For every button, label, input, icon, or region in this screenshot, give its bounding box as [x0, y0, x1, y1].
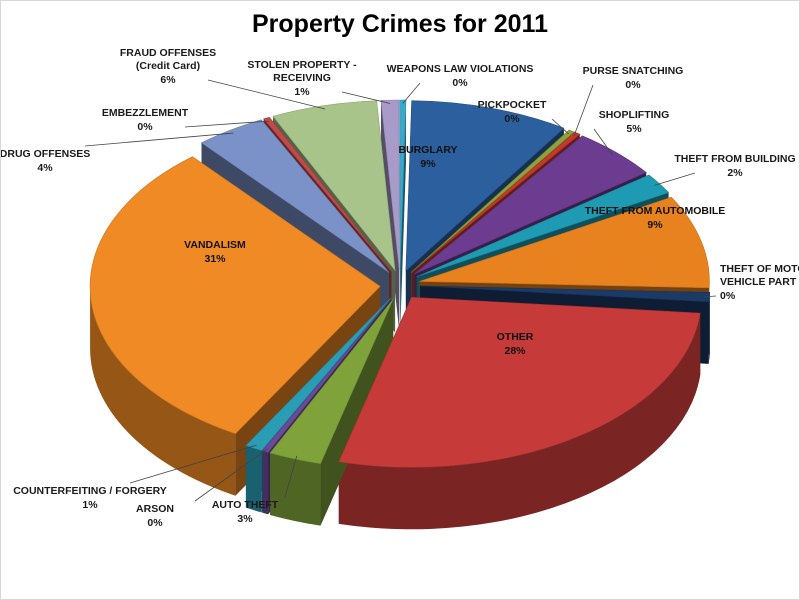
slice-top-drug-offenses: [200, 119, 390, 273]
leader-line-fraud-offenses-credit-card: [207, 79, 326, 110]
slice-percent-theft-from-automobile: 9%: [647, 219, 663, 231]
slice-percent-burglary: 9%: [420, 158, 436, 170]
slice-side-theft-of-motor-vehicle-parts-0: [708, 292, 710, 364]
slice-label-line: OTHER: [497, 331, 534, 343]
slice-percent-arson: 0%: [147, 517, 163, 529]
slice-side-other-0: [338, 313, 701, 530]
slice-top-fraud-offenses-credit-card: [272, 100, 396, 272]
leader-line-auto-theft: [284, 455, 298, 498]
slice-label-line: BURGLARY: [398, 144, 457, 156]
slice-label-theft-of-motor-vehicle-parts: THEFT OF MOTO VEHICLE PART 0%: [720, 263, 800, 302]
slice-side-counterfeiting-forgery-0: [245, 445, 262, 513]
slice-label-line: PICKPOCKET: [478, 99, 547, 111]
slice-top-theft-from-automobile: [419, 196, 710, 289]
leader-line-weapons-law-violations: [402, 82, 421, 104]
slice-label-line: RECEIVING: [273, 72, 331, 84]
slice-top-pickpocket: [410, 129, 575, 273]
slice-label-line: SHOPLIFTING: [599, 109, 670, 121]
slice-top-vandalism: [89, 156, 381, 435]
slice-side-vandalism-0: [90, 286, 236, 496]
slice-label-counterfeiting-forgery: COUNTERFEITING / FORGERY 1%: [13, 485, 167, 511]
slice-top-other: [338, 296, 701, 468]
slice-label-line: VANDALISM: [184, 239, 246, 251]
slice-label-line: THEFT FROM BUILDING: [674, 153, 795, 165]
slice-top-arson: [261, 298, 392, 453]
slice-percent-embezzlement: 0%: [137, 121, 153, 133]
slice-top-counterfeiting-forgery: [245, 298, 391, 451]
pie-labels: BURGLARY 9% PICKPOCKET 0% PURSE SNATCHING 0% S…: [0, 47, 800, 529]
slice-percent-auto-theft: 3%: [237, 513, 253, 525]
leader-line-theft-from-building: [654, 172, 696, 186]
slice-label-line: STOLEN PROPERTY -: [247, 59, 357, 71]
slice-label-shoplifting: SHOPLIFTING 5%: [599, 109, 670, 135]
slice-percent-weapons-law-violations: 0%: [452, 77, 468, 89]
leader-line-embezzlement: [184, 120, 270, 128]
slice-percent-fraud-offenses-credit-card: 6%: [160, 74, 176, 86]
slice-percent-other: 28%: [504, 345, 526, 357]
slice-label-burglary: BURGLARY 9%: [398, 144, 457, 170]
leader-line-counterfeiting-forgery: [129, 444, 257, 484]
slice-label-stolen-property-receiving: STOLEN PROPERTY -RECEIVING 1%: [247, 59, 357, 98]
slice-percent-counterfeiting-forgery: 1%: [82, 499, 98, 511]
slice-label-line: PURSE SNATCHING: [583, 65, 684, 77]
slice-percent-vandalism: 31%: [204, 253, 226, 265]
slice-label-theft-from-building: THEFT FROM BUILDING 2%: [674, 153, 795, 179]
slice-percent-drug-offenses: 4%: [37, 162, 53, 174]
slice-top-auto-theft: [269, 298, 394, 465]
slice-label-line: FRAUD OFFENSES: [120, 47, 216, 59]
slice-label-line: DRUG OFFENSES: [0, 148, 90, 160]
slice-label-other: OTHER 28%: [497, 331, 534, 357]
slice-label-line: EMBEZZLEMENT: [102, 107, 189, 119]
slice-label-vandalism: VANDALISM 31%: [184, 239, 246, 265]
slice-label-line: THEFT OF MOTO: [720, 263, 800, 275]
slice-label-line: THEFT FROM AUTOMOBILE: [585, 205, 726, 217]
slice-percent-theft-from-building: 2%: [727, 167, 743, 179]
slice-label-line: AUTO THEFT: [212, 499, 279, 511]
slice-percent-theft-of-motor-vehicle-parts: 0%: [720, 290, 736, 302]
pie-tops: [89, 99, 711, 468]
slice-side-auto-theft-0: [270, 453, 321, 526]
slice-top-burglary: [405, 100, 565, 272]
slice-top-shoplifting: [413, 135, 647, 275]
leader-line-purse-snatching: [573, 84, 594, 137]
slice-label-purse-snatching: PURSE SNATCHING 0%: [583, 65, 684, 91]
slice-label-line: COUNTERFEITING / FORGERY: [13, 485, 167, 497]
leader-line-shoplifting: [593, 128, 613, 156]
leader-line-arson: [194, 448, 269, 502]
slice-label-pickpocket: PICKPOCKET 0%: [478, 99, 547, 125]
slice-label-theft-from-automobile: THEFT FROM AUTOMOBILE 9%: [585, 205, 726, 231]
slice-label-weapons-law-violations: WEAPONS LAW VIOLATIONS 0%: [387, 63, 534, 89]
chart-title: Property Crimes for 2011: [252, 10, 548, 38]
leader-line-stolen-property-receiving: [341, 91, 391, 104]
slice-top-theft-of-motor-vehicle-parts: [419, 285, 711, 303]
slice-label-line: VEHICLE PART: [720, 276, 797, 288]
slice-label-auto-theft: AUTO THEFT 3%: [212, 499, 279, 525]
slice-label-embezzlement: EMBEZZLEMENT 0%: [102, 107, 189, 133]
slice-label-line: WEAPONS LAW VIOLATIONS: [387, 63, 534, 75]
slice-label-drug-offenses: DRUG OFFENSES 4%: [0, 148, 90, 174]
slice-percent-pickpocket: 0%: [504, 113, 520, 125]
slice-percent-stolen-property-receiving: 1%: [294, 86, 310, 98]
slice-side-arson-0: [262, 450, 269, 515]
slice-label-arson: ARSON 0%: [136, 503, 174, 529]
leader-line-drug-offenses: [84, 132, 234, 147]
slice-percent-shoplifting: 5%: [626, 123, 642, 135]
slice-top-stolen-property-receiving: [380, 99, 400, 271]
slice-percent-purse-snatching: 0%: [625, 79, 641, 91]
slice-wall-weapons-law-violations-1: [400, 100, 406, 333]
slice-top-embezzlement: [263, 116, 392, 272]
leader-line-theft-of-motor-vehicle-parts: [703, 295, 717, 298]
slice-label-line: (Credit Card): [136, 60, 200, 72]
leader-line-pickpocket: [551, 118, 569, 135]
slice-top-purse-snatching: [411, 131, 581, 273]
slice-label-fraud-offenses-credit-card: FRAUD OFFENSES (Credit Card) 6%: [120, 47, 216, 86]
slice-label-line: ARSON: [136, 503, 174, 515]
